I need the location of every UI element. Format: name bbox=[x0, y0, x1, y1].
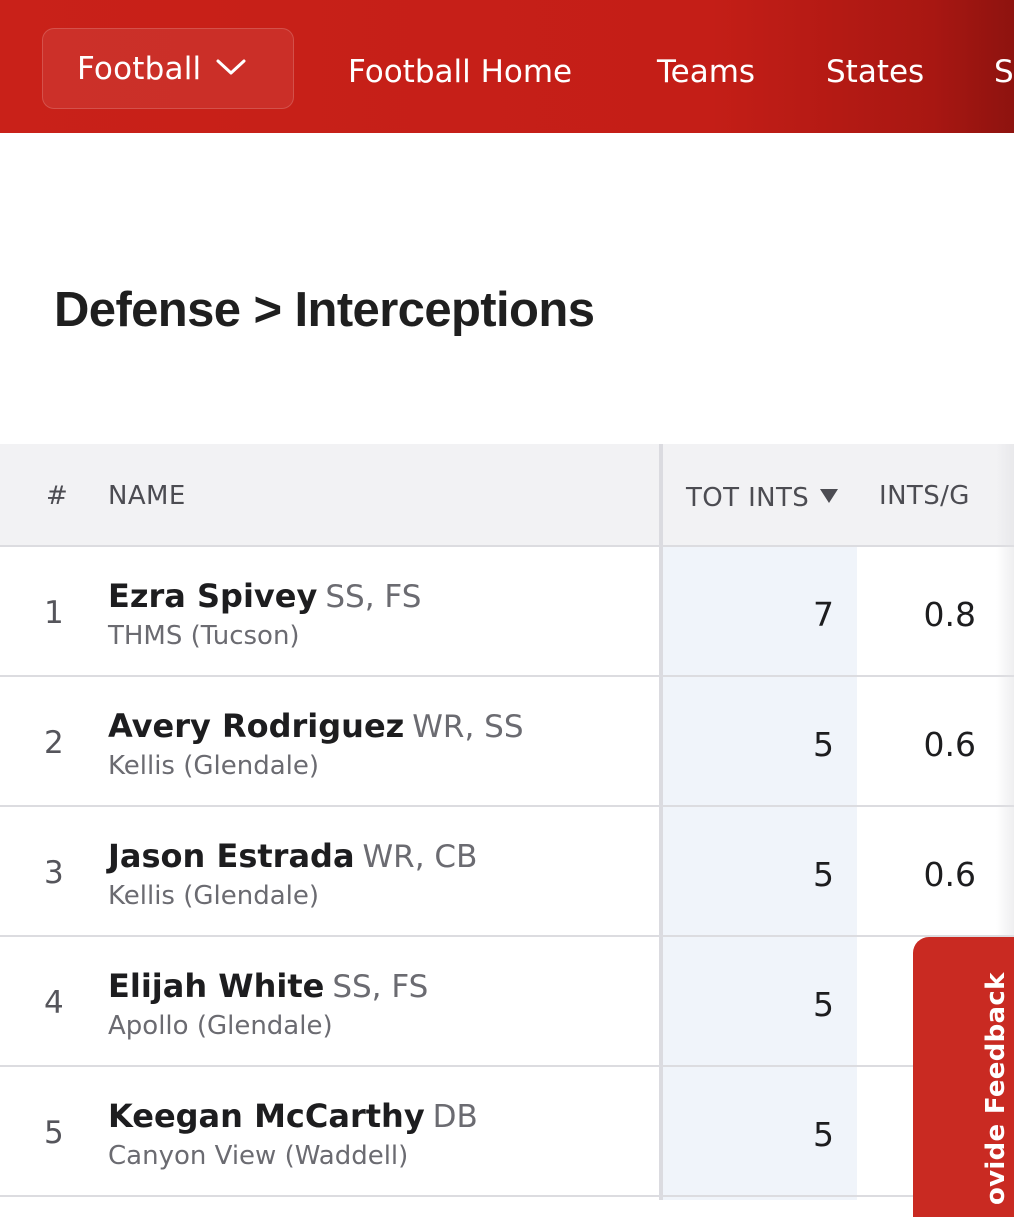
total-ints-value: 5 bbox=[813, 985, 834, 1024]
player-name-link[interactable]: Keegan McCarthy bbox=[108, 1097, 425, 1135]
provide-feedback-button[interactable]: ovide Feedback bbox=[913, 937, 1014, 1217]
ints-per-game-value: 0.8 bbox=[923, 595, 976, 634]
table-row[interactable]: 1 Ezra Spivey SS, FS THMS (Tucson) 7 0.8 bbox=[0, 547, 1014, 677]
sticky-column-divider bbox=[659, 444, 663, 1200]
player-name-link[interactable]: Avery Rodriguez bbox=[108, 707, 405, 745]
row-rank: 2 bbox=[44, 725, 64, 761]
column-header-rank: # bbox=[46, 481, 69, 511]
column-header-name: NAME bbox=[108, 481, 186, 511]
player-name-link[interactable]: Ezra Spivey bbox=[108, 577, 318, 615]
player-positions: WR, CB bbox=[362, 839, 478, 875]
column-header-total-ints-label: TOT INTS bbox=[686, 483, 810, 513]
player-name-line: Keegan McCarthy DB bbox=[108, 1097, 478, 1135]
player-school: Canyon View (Waddell) bbox=[108, 1141, 409, 1171]
player-positions: DB bbox=[432, 1099, 478, 1135]
player-name-line: Jason Estrada WR, CB bbox=[108, 837, 477, 875]
table-header: # NAME TOT INTS INTS/G bbox=[0, 444, 1014, 547]
row-rank: 1 bbox=[44, 595, 64, 631]
player-positions: SS, FS bbox=[332, 969, 429, 1005]
row-rank: 5 bbox=[44, 1115, 64, 1151]
total-ints-value: 5 bbox=[813, 725, 834, 764]
sort-descending-icon bbox=[819, 481, 839, 503]
row-rank: 3 bbox=[44, 855, 64, 891]
total-ints-value: 5 bbox=[813, 1115, 834, 1154]
nav-link-states[interactable]: States bbox=[826, 54, 925, 90]
table-row[interactable]: 4 Elijah White SS, FS Apollo (Glendale) 5 bbox=[0, 937, 1014, 1067]
player-name-link[interactable]: Jason Estrada bbox=[108, 837, 355, 875]
nav-link-teams[interactable]: Teams bbox=[657, 54, 756, 90]
player-name-line: Elijah White SS, FS bbox=[108, 967, 428, 1005]
nav-link-truncated[interactable]: S bbox=[994, 54, 1014, 90]
player-name-link[interactable]: Elijah White bbox=[108, 967, 325, 1005]
table-row[interactable]: 2 Avery Rodriguez WR, SS Kellis (Glendale… bbox=[0, 677, 1014, 807]
nav-link-football-home[interactable]: Football Home bbox=[348, 54, 573, 90]
player-positions: WR, SS bbox=[412, 709, 524, 745]
sport-select-dropdown[interactable]: Football bbox=[42, 28, 294, 109]
ints-per-game-value: 0.6 bbox=[923, 855, 976, 894]
player-name-line: Avery Rodriguez WR, SS bbox=[108, 707, 524, 745]
column-header-total-ints[interactable]: TOT INTS bbox=[686, 481, 839, 513]
interceptions-table: # NAME TOT INTS INTS/G 1 Ezra Spivey SS, … bbox=[0, 444, 1014, 1200]
player-school: Kellis (Glendale) bbox=[108, 751, 320, 781]
chevron-down-icon bbox=[215, 57, 247, 77]
top-navigation-bar: Football Football Home Teams States S bbox=[0, 0, 1014, 133]
player-school: Kellis (Glendale) bbox=[108, 881, 320, 911]
row-rank: 4 bbox=[44, 985, 64, 1021]
ints-per-game-value: 0.6 bbox=[923, 725, 976, 764]
table-row[interactable]: 3 Jason Estrada WR, CB Kellis (Glendale) … bbox=[0, 807, 1014, 937]
feedback-label: ovide Feedback bbox=[981, 972, 1011, 1205]
sport-select-label: Football bbox=[77, 50, 202, 87]
player-school: Apollo (Glendale) bbox=[108, 1011, 333, 1041]
column-header-ints-per-game[interactable]: INTS/G bbox=[879, 481, 970, 511]
page-title: Defense > Interceptions bbox=[54, 283, 595, 337]
table-row[interactable]: 5 Keegan McCarthy DB Canyon View (Waddell… bbox=[0, 1067, 1014, 1197]
total-ints-value: 7 bbox=[813, 595, 834, 634]
player-school: THMS (Tucson) bbox=[108, 621, 300, 651]
total-ints-value: 5 bbox=[813, 855, 834, 894]
player-positions: SS, FS bbox=[325, 579, 422, 615]
player-name-line: Ezra Spivey SS, FS bbox=[108, 577, 421, 615]
sorted-column-highlight bbox=[663, 547, 857, 1200]
